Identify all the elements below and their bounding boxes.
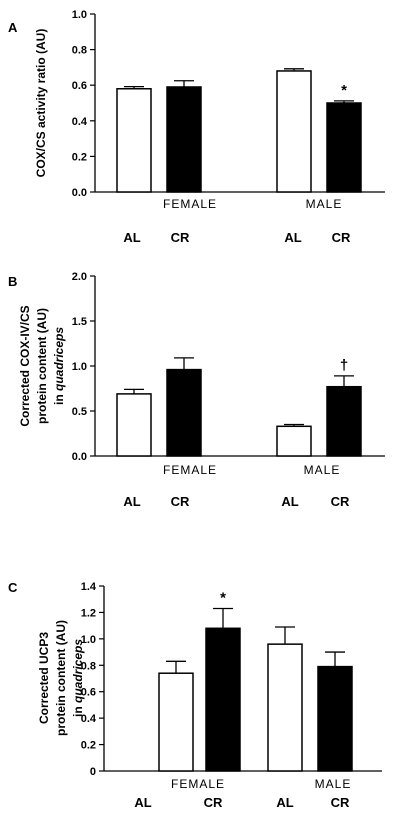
bar-al-male [276, 70, 312, 193]
category-label: CR [171, 230, 190, 245]
panel-label: B [8, 274, 17, 289]
category-label: AL [276, 795, 293, 810]
bar-al-female [158, 672, 194, 772]
bar-al-female [116, 393, 152, 457]
bar-cr-female [166, 86, 202, 193]
y-axis-title-line: in quadriceps [52, 327, 66, 405]
bar-cr-male [326, 102, 362, 193]
category-label: CR [332, 230, 351, 245]
y-tick-label: 0.5 [72, 406, 87, 418]
y-tick-label: 0 [90, 766, 96, 778]
significance-marker: * [341, 82, 347, 99]
y-tick-label: 0.8 [72, 45, 87, 57]
category-label: CR [331, 795, 350, 810]
y-tick-label: 1.0 [81, 634, 96, 646]
category-label: AL [284, 230, 301, 245]
panel-label: A [8, 20, 18, 35]
bar-cr-male [326, 385, 362, 457]
y-tick-label: 0.2 [72, 151, 87, 163]
panel-b-chart: B Corrected COX-IV/CS protein content (AU)… [8, 271, 385, 509]
y-tick-label: 0.4 [81, 713, 97, 725]
y-tick-label: 1.0 [72, 361, 87, 373]
y-tick-label: 1.0 [72, 9, 87, 21]
y-tick-label: 0.6 [72, 80, 87, 92]
bar-al-male [267, 643, 303, 772]
category-label: AL [123, 494, 140, 509]
bar-al-female [116, 88, 152, 193]
category-label: CR [331, 494, 350, 509]
bar-al-male [276, 425, 312, 457]
significance-marker: † [340, 357, 348, 374]
category-label: CR [171, 494, 190, 509]
y-tick-label: 0.0 [72, 187, 87, 199]
y-axis-title-line: COX/CS activity ratio (AU) [34, 29, 48, 178]
y-tick-label: 0.4 [72, 116, 88, 128]
y-axis-title-line: Corrected COX-IV/CS [18, 305, 32, 426]
y-tick-label: 1.4 [81, 581, 97, 593]
group-label-female: FEMALE [171, 777, 225, 791]
group-label-male: MALE [315, 777, 352, 791]
bar-cr-female [205, 627, 241, 772]
group-label-male: MALE [304, 463, 341, 477]
y-tick-label: 0.0 [72, 451, 87, 463]
significance-marker: * [220, 589, 226, 606]
y-tick-label: 2.0 [72, 271, 87, 283]
category-label: AL [281, 494, 298, 509]
y-axis-title-line: protein content (AU) [35, 308, 49, 424]
y-tick-label: 0.6 [81, 687, 96, 699]
y-tick-label: 1.2 [81, 607, 96, 619]
panel-a-chart: A COX/CS activity ratio (AU) 0.0 0.2 0.4 0.6 0… [8, 9, 385, 245]
y-tick-label: 1.5 [72, 316, 87, 328]
group-label-female: FEMALE [163, 463, 217, 477]
panel-label: C [8, 580, 18, 595]
bar-cr-female [166, 368, 202, 457]
y-axis-title-line: in quadriceps [71, 639, 85, 717]
y-axis-title-line: Corrected UCP3 [37, 632, 51, 724]
panel-c-chart: C Corrected UCP3 protein content (AU) in qu… [8, 580, 382, 810]
y-axis-title-line: protein content (AU) [54, 620, 68, 736]
bar-cr-male [317, 665, 353, 772]
group-label-female: FEMALE [163, 197, 217, 211]
category-label: AL [123, 230, 140, 245]
y-tick-label: 0.2 [81, 740, 96, 752]
group-label-male: MALE [306, 197, 343, 211]
category-label: AL [134, 795, 151, 810]
y-tick-label: 0.8 [81, 660, 96, 672]
category-label: CR [204, 795, 223, 810]
